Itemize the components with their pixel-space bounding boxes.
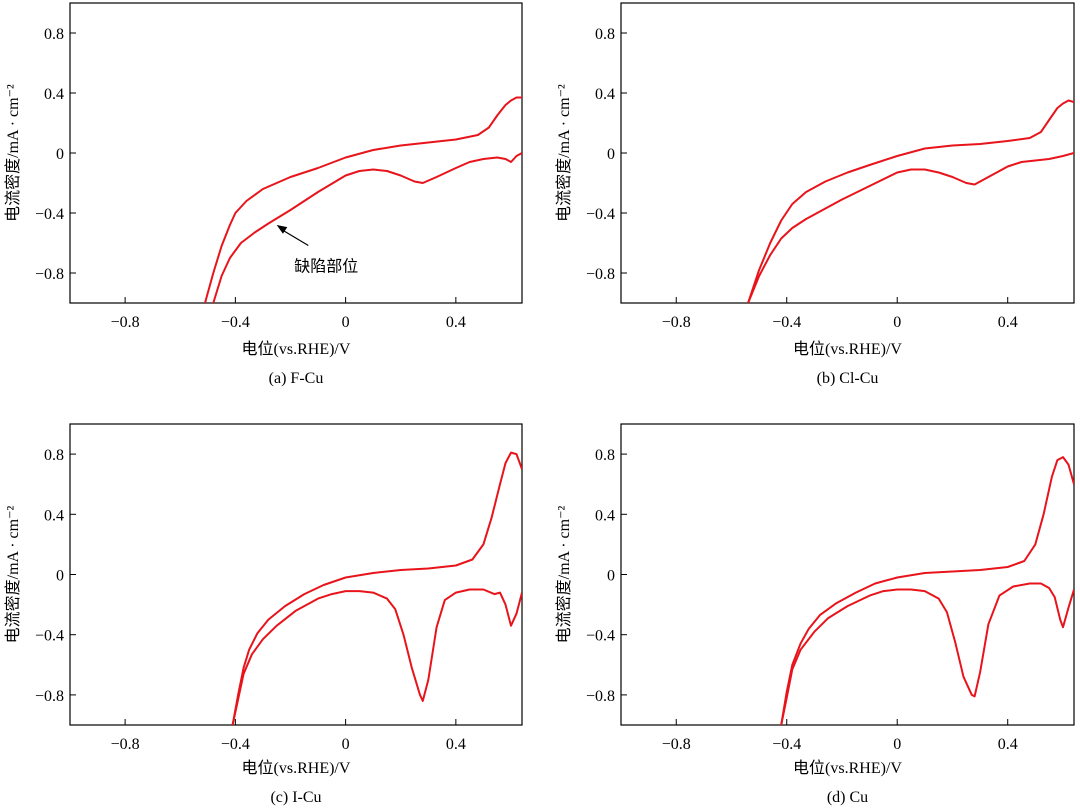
y-tick-label: 0.4 bbox=[44, 507, 64, 524]
series-group bbox=[204, 96, 522, 303]
x-tick-label: 0 bbox=[893, 736, 901, 753]
y-tick-label: 0 bbox=[56, 568, 64, 585]
y-tick-label: −0.4 bbox=[35, 628, 64, 645]
y-axis-title: 电流密度/mA · cm⁻² bbox=[4, 84, 22, 222]
panel-caption: (c) I-Cu bbox=[270, 789, 321, 806]
y-tick-label: −0.8 bbox=[35, 266, 64, 283]
y-axis-title: 电流密度/mA · cm⁻² bbox=[4, 505, 22, 643]
y-tick-label: 0.8 bbox=[595, 26, 615, 43]
x-tick-label: 0.4 bbox=[446, 314, 466, 331]
y-tick-label: 0 bbox=[56, 146, 64, 163]
cathodic-scan-line bbox=[747, 152, 1074, 303]
cathodic-scan-line bbox=[231, 588, 522, 725]
anodic-scan-line bbox=[231, 451, 522, 725]
y-tick-label: 0.8 bbox=[44, 26, 64, 43]
x-tick-label: 0.4 bbox=[998, 314, 1018, 331]
x-axis-title: 电位(vs.RHE)/V bbox=[242, 340, 351, 358]
x-tick-label: −0.8 bbox=[662, 314, 691, 331]
cathodic-scan-line bbox=[780, 582, 1074, 725]
y-axis-title: 电流密度/mA · cm⁻² bbox=[555, 84, 573, 222]
annotation-arrow-head bbox=[276, 225, 288, 234]
x-axis-title: 电位(vs.RHE)/V bbox=[793, 759, 902, 777]
plot-frame bbox=[620, 2, 1075, 304]
anodic-scan-line bbox=[204, 96, 522, 303]
anodic-scan-line bbox=[780, 456, 1074, 725]
annotation-label: 缺陷部位 bbox=[294, 258, 358, 276]
x-tick-label: 0 bbox=[342, 314, 350, 331]
y-tick-label: −0.8 bbox=[35, 688, 64, 705]
x-tick-label: −0.4 bbox=[772, 736, 801, 753]
x-tick-label: −0.4 bbox=[221, 736, 250, 753]
panel-caption: (d) Cu bbox=[827, 789, 868, 806]
y-tick-label: −0.8 bbox=[586, 266, 615, 283]
series-group bbox=[780, 456, 1074, 725]
y-tick-label: 0.4 bbox=[44, 86, 64, 103]
x-tick-label: −0.8 bbox=[662, 736, 691, 753]
x-tick-label: −0.4 bbox=[221, 314, 250, 331]
x-tick-label: −0.8 bbox=[111, 314, 140, 331]
y-tick-label: 0 bbox=[607, 146, 615, 163]
panel-3: −0.8 −0.4 0 0.4 0.8 0.4 0 −0.4 −0.8 电流密度/mA · cm⁻… bbox=[555, 423, 1075, 806]
plot-frame bbox=[620, 423, 1075, 726]
y-tick-label: 0.4 bbox=[595, 507, 615, 524]
panel-caption: (a) F-Cu bbox=[269, 370, 324, 387]
x-axis-title: 电位(vs.RHE)/V bbox=[242, 759, 351, 777]
anodic-scan-line bbox=[747, 99, 1074, 303]
series-group bbox=[231, 451, 522, 725]
x-tick-label: −0.8 bbox=[111, 736, 140, 753]
cathodic-scan-line bbox=[212, 152, 522, 303]
y-tick-label: 0.8 bbox=[44, 447, 64, 464]
x-tick-label: 0.4 bbox=[446, 736, 466, 753]
panel-0: −0.8 −0.4 0 0.4 0.8 0.4 0 −0.4 −0.8 电流密度/mA · cm⁻… bbox=[4, 2, 523, 387]
y-tick-label: 0.8 bbox=[595, 447, 615, 464]
x-tick-label: 0 bbox=[893, 314, 901, 331]
x-tick-label: 0.4 bbox=[998, 736, 1018, 753]
y-tick-label: −0.4 bbox=[586, 628, 615, 645]
y-axis-title: 电流密度/mA · cm⁻² bbox=[555, 505, 573, 643]
y-tick-label: −0.8 bbox=[586, 688, 615, 705]
panel-1: −0.8 −0.4 0 0.4 0.8 0.4 0 −0.4 −0.8 电流密度/mA · cm⁻… bbox=[555, 2, 1075, 387]
series-group bbox=[747, 99, 1074, 303]
panel-2: −0.8 −0.4 0 0.4 0.8 0.4 0 −0.4 −0.8 电流密度/mA · cm⁻… bbox=[4, 423, 523, 806]
x-axis-title: 电位(vs.RHE)/V bbox=[793, 340, 902, 358]
y-tick-label: 0 bbox=[607, 568, 615, 585]
annotation-arrow-shaft bbox=[280, 228, 309, 247]
x-tick-label: 0 bbox=[342, 736, 350, 753]
plot-frame bbox=[69, 423, 523, 726]
x-tick-label: −0.4 bbox=[772, 314, 801, 331]
panel-caption: (b) Cl-Cu bbox=[817, 370, 879, 387]
y-tick-label: −0.4 bbox=[586, 206, 615, 223]
y-tick-label: −0.4 bbox=[35, 206, 64, 223]
y-tick-label: 0.4 bbox=[595, 86, 615, 103]
